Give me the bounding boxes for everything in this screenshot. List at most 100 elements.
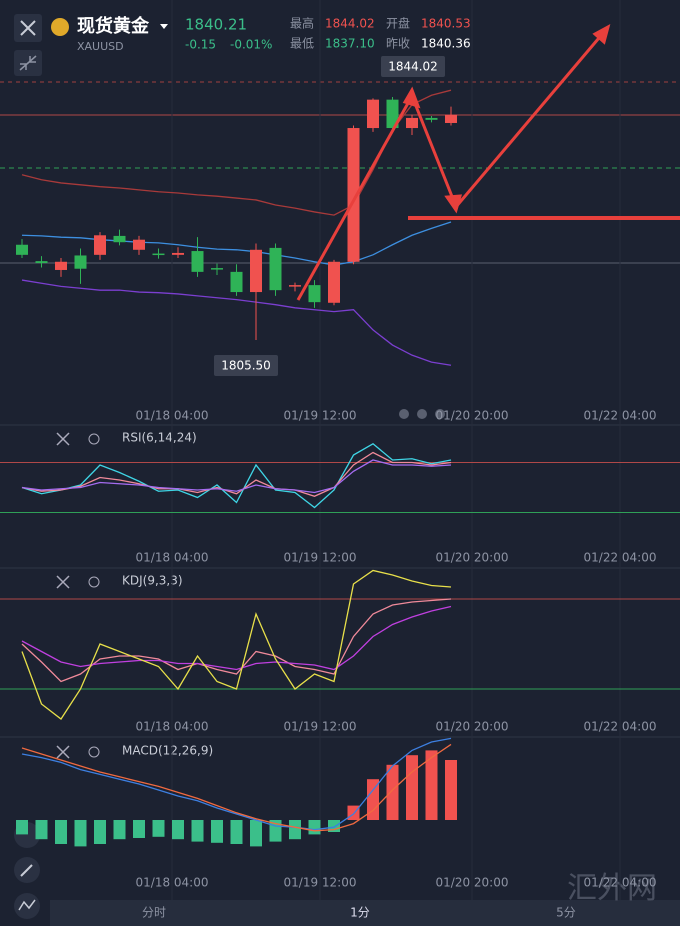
pager-dot[interactable] <box>399 409 409 419</box>
tab[interactable]: 5分 <box>556 906 576 920</box>
x-tick-label: 01/20 20:00 <box>436 876 509 890</box>
pen-icon <box>20 864 33 877</box>
settings-icon[interactable] <box>88 746 100 758</box>
close-icon <box>20 20 36 36</box>
candle-body <box>172 252 184 255</box>
indicator-line <box>21 221 452 266</box>
indicator-line <box>21 442 452 509</box>
settings-icon[interactable] <box>88 576 100 588</box>
indicator-line <box>21 737 452 831</box>
x-tick-label: 01/22 04:00 <box>584 551 657 565</box>
candle-body <box>250 249 262 293</box>
candle-body <box>347 128 360 262</box>
close-icon[interactable] <box>56 745 70 759</box>
stat-label: 昨收 <box>386 37 410 51</box>
indicator-title: MACD(12,26,9) <box>122 744 213 758</box>
candle-body <box>445 114 457 123</box>
x-tick-label: 01/20 20:00 <box>436 551 509 565</box>
stat-value: 1840.36 <box>421 37 471 51</box>
macd-bar <box>94 820 106 844</box>
close-icon[interactable] <box>56 575 70 589</box>
macd-bar <box>386 764 399 820</box>
x-tick-label: 01/20 20:00 <box>436 720 509 734</box>
arrow-head <box>592 24 611 45</box>
macd-bar <box>406 755 418 820</box>
macd-bar <box>74 820 87 847</box>
macd-bar <box>211 820 223 843</box>
x-tick-label: 01/18 04:00 <box>136 409 209 423</box>
high-label: 1844.02 <box>388 60 438 74</box>
shrink-icon <box>19 55 37 71</box>
low-label: 1805.50 <box>221 359 271 373</box>
candle-body <box>386 99 399 129</box>
dropdown-icon[interactable] <box>160 24 168 29</box>
candle-body <box>289 285 301 287</box>
low-label-box <box>214 355 278 376</box>
candle-body <box>133 239 145 250</box>
macd-bar <box>289 820 301 840</box>
stat-label: 最高 <box>290 16 314 31</box>
watermark: 汇外网 <box>567 871 657 906</box>
x-tick-label: 01/18 04:00 <box>136 551 209 565</box>
candle-body <box>55 261 67 270</box>
candle-body <box>328 261 340 303</box>
stat-value: 1837.10 <box>325 37 375 51</box>
indicator-line <box>21 279 452 366</box>
candle-body <box>35 261 48 264</box>
x-tick-label: 01/18 04:00 <box>136 720 209 734</box>
arrow-head <box>402 86 421 109</box>
x-tick-label: 01/19 12:00 <box>284 720 357 734</box>
candle-body <box>74 255 87 269</box>
candle-body <box>269 247 282 291</box>
x-tick-label: 01/22 04:00 <box>584 720 657 734</box>
candle-body <box>230 271 243 293</box>
arrow-head <box>444 194 463 214</box>
pager-dot[interactable] <box>435 409 445 419</box>
change-pct: -0.01% <box>230 38 272 52</box>
indicator-title: KDJ(9,3,3) <box>122 574 183 588</box>
indicator-line <box>21 569 452 720</box>
x-tick-label: 01/19 12:00 <box>284 409 357 423</box>
change: -0.15 <box>185 38 216 52</box>
tab[interactable]: 1分 <box>350 906 370 920</box>
macd-bar <box>425 750 438 820</box>
drawing <box>296 24 680 301</box>
arrow <box>410 95 457 205</box>
pager-dot[interactable] <box>417 409 427 419</box>
macd-bar <box>367 779 379 820</box>
gold-icon <box>51 18 69 36</box>
arrow <box>296 95 414 301</box>
arrow <box>453 31 606 209</box>
candle-body <box>211 268 223 270</box>
macd-bar <box>230 820 243 844</box>
macd-bar <box>133 820 145 838</box>
high-label-box <box>381 56 445 77</box>
macd-bar <box>308 820 321 835</box>
close-icon[interactable] <box>56 432 70 446</box>
stat-value: 1840.53 <box>421 17 471 31</box>
macd-bar <box>250 820 262 847</box>
candle-body <box>16 244 28 255</box>
instrument-symbol: XAUUSD <box>77 40 124 53</box>
candle-body <box>94 235 106 255</box>
stat-label: 开盘 <box>386 16 410 31</box>
x-tick-label: 01/22 04:00 <box>584 409 657 423</box>
candle-body <box>308 285 321 303</box>
x-tick-label: 01/18 04:00 <box>136 876 209 890</box>
macd-bar <box>347 805 360 820</box>
settings-icon[interactable] <box>88 433 100 445</box>
candle-body <box>191 251 204 272</box>
macd-bar <box>152 820 165 837</box>
candle-body <box>113 235 126 243</box>
macd-bar <box>445 760 457 820</box>
candle-body <box>367 99 379 129</box>
indicator-title: RSI(6,14,24) <box>122 431 197 445</box>
stat-value: 1844.02 <box>325 17 375 31</box>
macd-bar <box>55 820 67 844</box>
indicator-line <box>21 459 452 494</box>
indicator-line <box>21 451 452 497</box>
tab[interactable]: 分时 <box>142 906 166 920</box>
x-tick-label: 01/20 20:00 <box>436 409 509 423</box>
tab-bar <box>50 900 680 926</box>
